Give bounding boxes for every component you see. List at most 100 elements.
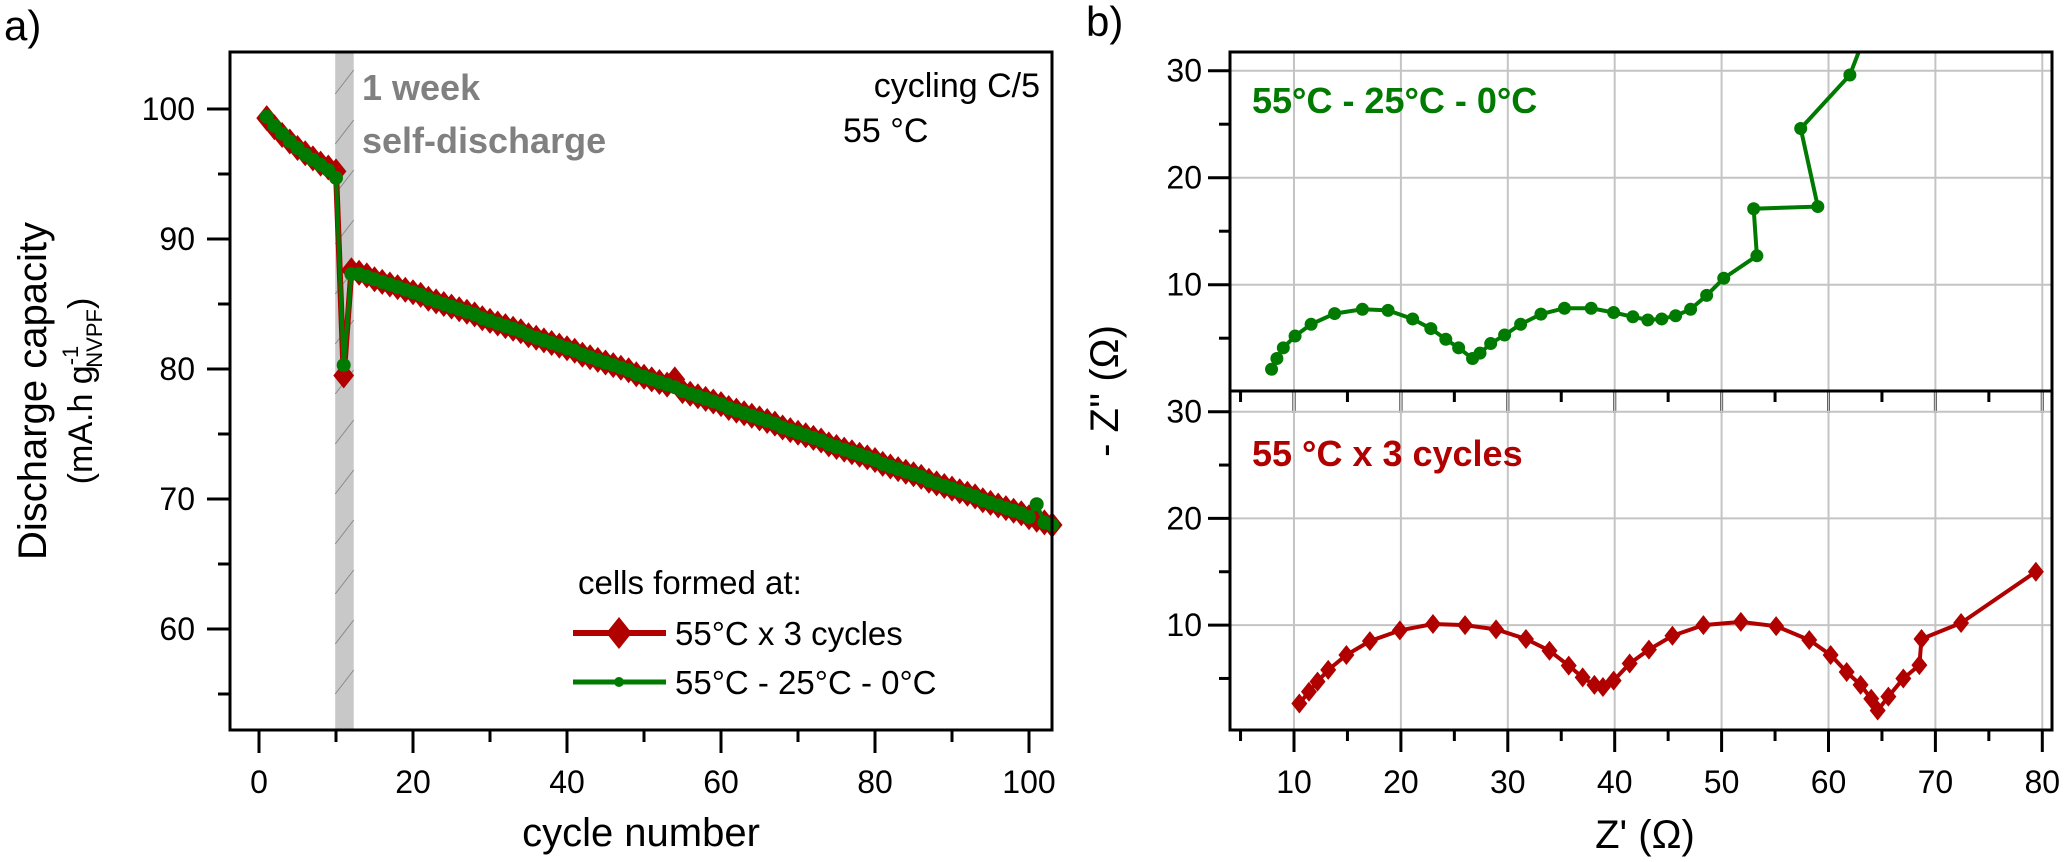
data-point-diamond xyxy=(2027,561,2044,582)
y-tick-label: 20 xyxy=(1166,160,1202,196)
data-point-diamond xyxy=(1517,628,1534,649)
data-point-diamond xyxy=(1391,620,1408,641)
units-superscript: -1 xyxy=(58,346,83,366)
data-point-circle xyxy=(1514,317,1528,331)
data-point-circle xyxy=(1498,328,1512,342)
plot-frame xyxy=(1228,389,2054,732)
x-axis-title: Z' (Ω) xyxy=(1595,813,1695,857)
x-tick-label: 30 xyxy=(1490,764,1526,800)
data-point-circle xyxy=(1328,307,1342,321)
legend-title: cells formed at: xyxy=(578,564,802,601)
band-label-line-2: self-discharge xyxy=(362,120,606,161)
subplot-top: 10 20 30 55°C - 25°C - 0°C xyxy=(1166,50,2054,413)
data-point-diamond xyxy=(1488,619,1505,640)
y-tick-label: 70 xyxy=(159,481,195,517)
band-hatch-line xyxy=(334,519,355,545)
legend-item: 55°C x 3 cycles xyxy=(573,615,903,652)
data-point-diamond xyxy=(1361,631,1378,652)
band-hatch-line xyxy=(334,69,355,95)
data-point-circle xyxy=(329,170,343,185)
data-point-circle xyxy=(1655,312,1669,326)
panel-b-impedance-chart: b) 10 20 30 55°C - 25°C - 0°C 10 20 30 55 °C x 3… xyxy=(1083,0,2060,857)
x-tick-label: 0 xyxy=(250,764,268,800)
x-tick-label: 80 xyxy=(2025,764,2061,800)
data-point-circle xyxy=(1747,202,1761,216)
x-tick-label: 10 xyxy=(1276,764,1312,800)
panel-label-a: a) xyxy=(4,2,41,49)
legend-label: 55°C x 3 cycles xyxy=(675,615,903,652)
data-point-circle xyxy=(1717,271,1731,285)
data-point-diamond xyxy=(1640,639,1657,660)
data-point-diamond xyxy=(1560,655,1577,676)
data-point-circle xyxy=(1584,301,1598,315)
data-point-circle xyxy=(1843,68,1857,82)
data-point-diamond xyxy=(1838,662,1855,683)
x-tick-label: 50 xyxy=(1704,764,1740,800)
data-point-diamond xyxy=(1621,653,1638,674)
data-point-circle xyxy=(1355,302,1369,316)
band-label-line-1: 1 week xyxy=(362,67,481,108)
data-point-circle xyxy=(1270,352,1284,366)
series-line xyxy=(1269,52,1861,371)
data-point-diamond xyxy=(1695,615,1712,636)
y-tick-label: 30 xyxy=(1166,53,1202,89)
data-point-diamond xyxy=(1541,640,1558,661)
y-tick-label: 10 xyxy=(1166,267,1202,303)
data-point-circle xyxy=(1473,346,1487,360)
y-tick-label: 60 xyxy=(159,611,195,647)
series-red xyxy=(1291,561,2044,721)
data-point-diamond xyxy=(1300,681,1317,702)
y-axis-title: Discharge capacity xyxy=(11,222,55,560)
data-point-circle xyxy=(1276,341,1290,355)
x-tick-label: 20 xyxy=(1383,764,1419,800)
units-close: ) xyxy=(62,298,100,309)
data-point-circle xyxy=(1304,317,1318,331)
units-subscript: NVPF xyxy=(82,309,107,368)
series-green xyxy=(259,109,1060,532)
series-red xyxy=(256,105,1063,538)
data-point-diamond xyxy=(1732,611,1749,632)
data-point-diamond xyxy=(1911,655,1928,676)
data-point-diamond xyxy=(1338,644,1355,665)
data-point-diamond xyxy=(1953,612,1970,633)
band-hatch-line xyxy=(334,569,355,595)
series-green xyxy=(1265,52,1861,376)
data-point-diamond xyxy=(1801,630,1818,651)
band-hatch-line xyxy=(334,419,355,445)
band-hatch-line xyxy=(334,469,355,495)
data-point-circle xyxy=(1439,332,1453,346)
data-point-circle xyxy=(1288,329,1302,343)
data-point-circle xyxy=(1641,313,1655,327)
data-point-diamond xyxy=(1768,616,1785,637)
legend-marker-circle xyxy=(614,677,624,687)
data-point-circle xyxy=(1811,200,1825,214)
legend-label: 55°C - 25°C - 0°C xyxy=(675,664,937,701)
data-point-circle xyxy=(1022,510,1036,525)
plot-frame-a xyxy=(228,50,1054,732)
x-tick-label: 20 xyxy=(395,764,431,800)
data-point-circle xyxy=(1452,341,1466,355)
data-point-circle xyxy=(1669,309,1683,323)
panel-label-b: b) xyxy=(1086,0,1123,45)
band-hatch-line xyxy=(334,669,355,695)
x-tick-label: 40 xyxy=(1597,764,1633,800)
panel-a-capacity-chart: a) 1 week self-discharge cycling C/5 55 °C 0 2… xyxy=(4,2,1063,855)
data-point-circle xyxy=(1700,288,1714,302)
data-point-diamond xyxy=(1291,693,1308,714)
data-point-diamond xyxy=(1457,615,1474,636)
data-point-diamond xyxy=(1822,644,1839,665)
y-tick-label: 20 xyxy=(1166,500,1202,536)
data-point-circle xyxy=(1684,302,1698,316)
data-point-diamond xyxy=(1574,667,1591,688)
cycling-rate-note: cycling C/5 xyxy=(874,67,1040,105)
y-tick-label: 30 xyxy=(1166,394,1202,430)
legend: cells formed at: 55°C x 3 cycles 55°C - 25… xyxy=(573,564,937,701)
units-text: (mA.h g xyxy=(62,365,100,484)
data-point-circle xyxy=(1750,249,1764,263)
data-point-circle xyxy=(1626,310,1640,324)
y-tick-label: 100 xyxy=(142,91,195,127)
data-point-circle xyxy=(1484,337,1498,351)
subplot-tag: 55 °C x 3 cycles xyxy=(1252,433,1523,474)
data-point-circle xyxy=(336,358,351,373)
